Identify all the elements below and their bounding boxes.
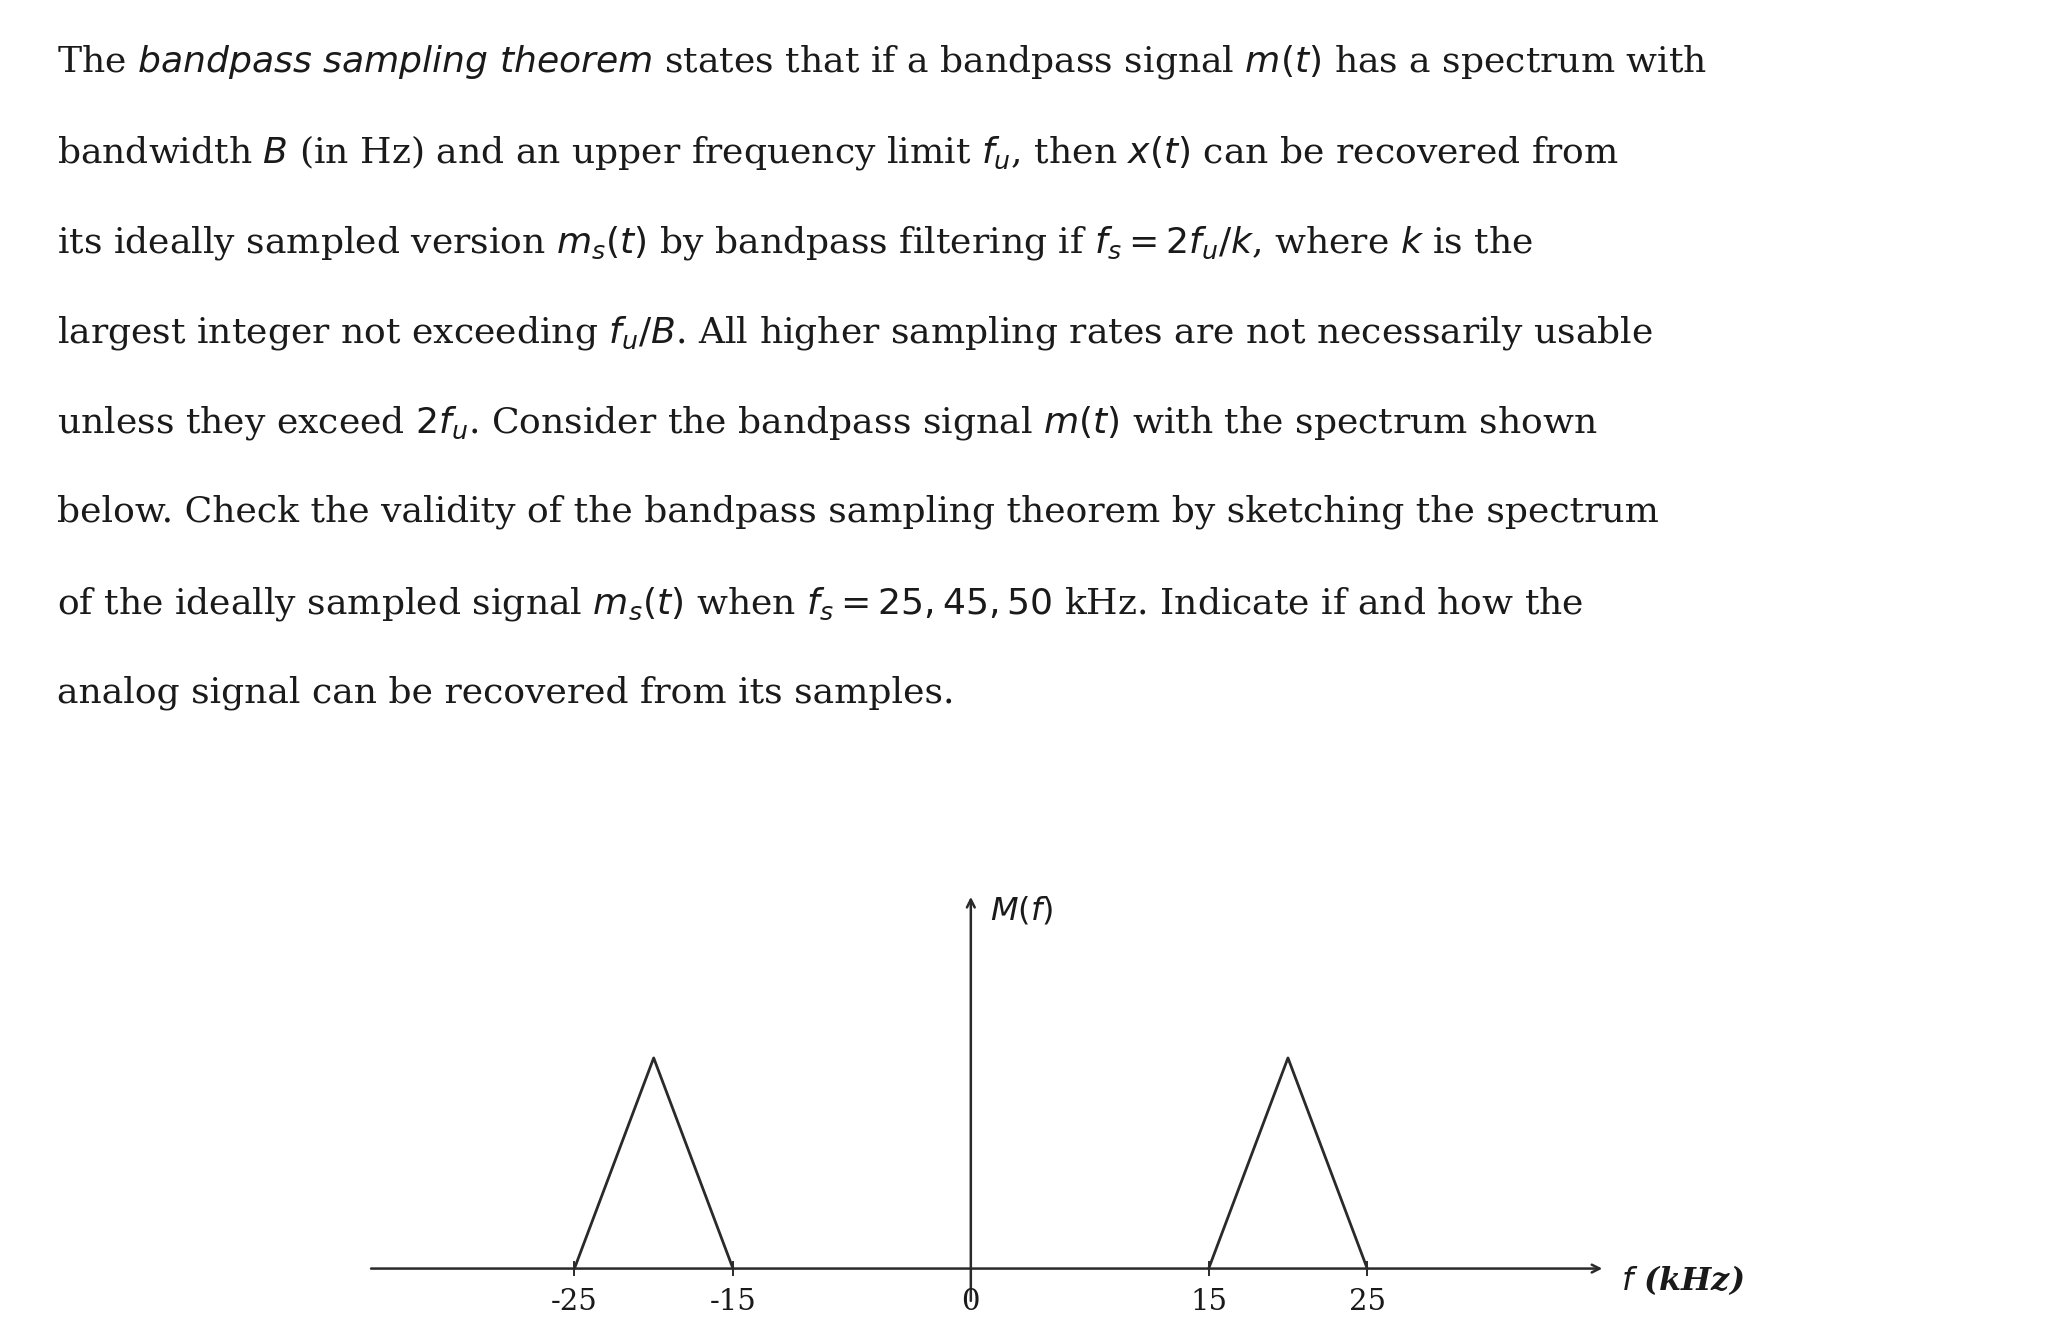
Text: unless they exceed $2f_u$. Consider the bandpass signal $m(t)$ with the spectrum: unless they exceed $2f_u$. Consider the … xyxy=(57,405,1598,442)
Text: -25: -25 xyxy=(550,1288,597,1316)
Text: analog signal can be recovered from its samples.: analog signal can be recovered from its … xyxy=(57,675,955,710)
Text: of the ideally sampled signal $m_s(t)$ when $f_s = 25,45,50$ kHz. Indicate if an: of the ideally sampled signal $m_s(t)$ w… xyxy=(57,585,1584,622)
Text: $M(f)$: $M(f)$ xyxy=(990,894,1054,926)
Text: 0: 0 xyxy=(962,1288,980,1316)
Text: its ideally sampled version $m_s(t)$ by bandpass filtering if $f_s = 2f_u/k$, wh: its ideally sampled version $m_s(t)$ by … xyxy=(57,223,1534,262)
Text: -15: -15 xyxy=(710,1288,757,1316)
Text: 15: 15 xyxy=(1191,1288,1228,1316)
Text: $f$ (kHz): $f$ (kHz) xyxy=(1620,1263,1745,1297)
Text: 25: 25 xyxy=(1348,1288,1385,1316)
Text: below. Check the validity of the bandpass sampling theorem by sketching the spec: below. Check the validity of the bandpas… xyxy=(57,495,1659,530)
Text: bandwidth $B$ (in Hz) and an upper frequency limit $f_u$, then $x(t)$ can be rec: bandwidth $B$ (in Hz) and an upper frequ… xyxy=(57,133,1618,172)
Text: The $\mathit{bandpass\ sampling\ theorem}$ states that if a bandpass signal $m(t: The $\mathit{bandpass\ sampling\ theorem… xyxy=(57,43,1708,81)
Text: largest integer not exceeding $f_u/B$. All higher sampling rates are not necessa: largest integer not exceeding $f_u/B$. A… xyxy=(57,314,1653,352)
